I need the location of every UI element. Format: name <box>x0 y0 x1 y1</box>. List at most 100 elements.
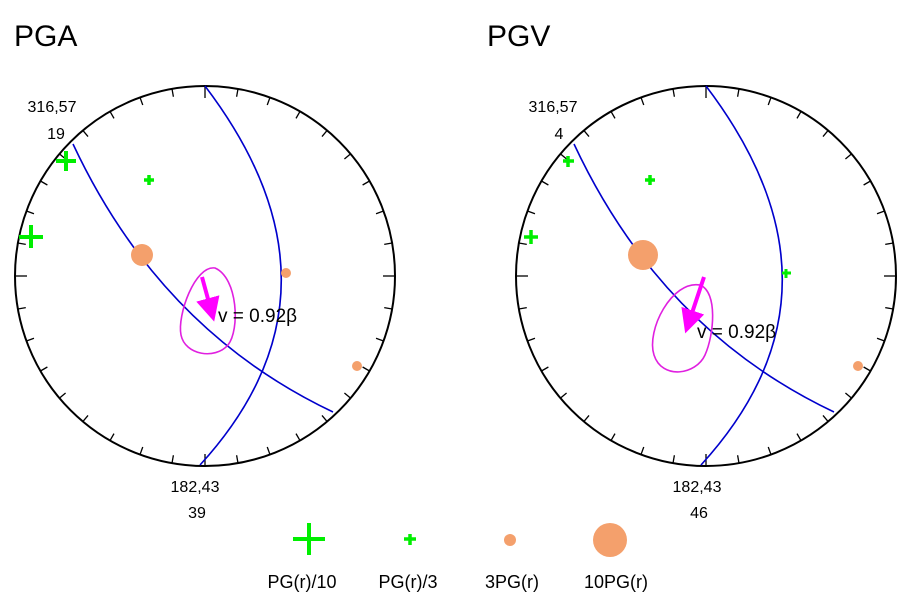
legend-label: PG(r)/3 <box>378 572 437 592</box>
azimuth-tick <box>26 210 35 215</box>
azimuth-tick <box>583 415 590 422</box>
small-circle-symbol <box>504 534 516 546</box>
azimuth-tick <box>527 210 536 215</box>
azimuth-tick <box>610 433 616 441</box>
velocity-label: v = 0.92β <box>218 306 297 327</box>
azimuth-tick <box>266 446 271 455</box>
azimuth-tick <box>527 337 536 342</box>
azimuth-tick <box>796 111 802 119</box>
azimuth-tick <box>560 392 567 399</box>
large-circle-marker <box>628 240 658 270</box>
azimuth-tick <box>26 337 35 342</box>
azimuth-tick <box>583 130 590 137</box>
large-plus-marker <box>56 151 76 171</box>
azimuth-ticks <box>516 86 896 466</box>
nodal-plane-2 <box>700 85 784 466</box>
small-circle-marker <box>281 268 291 278</box>
azimuth-tick <box>59 392 66 399</box>
azimuth-tick <box>736 88 740 97</box>
azimuth-tick <box>796 433 802 441</box>
stereonet-outline <box>14 85 396 467</box>
small-circle-marker <box>352 361 362 371</box>
panel-pgv: PGV <box>487 20 897 522</box>
azimuth-tick <box>344 153 351 160</box>
legend-label: 10PG(r) <box>584 572 648 592</box>
azimuth-tick <box>375 337 384 342</box>
azimuth-tick <box>767 97 772 106</box>
azimuth-ticks <box>15 86 395 466</box>
plane2-label: 182,43 <box>673 479 722 496</box>
small-plus-symbol <box>404 534 416 545</box>
azimuth-tick <box>139 97 144 106</box>
azimuth-tick <box>640 97 645 106</box>
plane2-value: 46 <box>690 505 708 522</box>
azimuth-tick <box>885 242 894 246</box>
nodal-plane-1 <box>72 143 334 413</box>
rupture-direction-arrow <box>196 276 220 322</box>
azimuth-tick <box>518 306 527 310</box>
azimuth-tick <box>40 366 48 372</box>
azimuth-tick <box>541 180 549 186</box>
azimuth-tick <box>235 88 239 97</box>
panel-title: PGA <box>14 20 77 53</box>
azimuth-tick <box>17 242 26 246</box>
azimuth-tick <box>171 88 175 97</box>
azimuth-tick <box>672 88 676 97</box>
large-circle-marker <box>131 244 153 266</box>
azimuth-tick <box>266 97 271 106</box>
azimuth-tick <box>518 242 527 246</box>
large-plus-symbol <box>293 523 325 555</box>
azimuth-tick <box>863 180 871 186</box>
azimuth-tick <box>362 180 370 186</box>
small-plus-marker <box>144 175 154 185</box>
azimuth-tick <box>235 455 239 464</box>
azimuth-tick <box>822 130 829 137</box>
legend-item: 10PG(r) <box>584 523 648 592</box>
panel-title: PGV <box>487 20 550 53</box>
stereonet-outline <box>515 85 897 467</box>
panel-pga: PGA v = 0.92β <box>14 20 396 522</box>
azimuth-tick <box>109 111 115 119</box>
plane1-label: 316,57 <box>529 99 578 116</box>
azimuth-tick <box>344 392 351 399</box>
azimuth-tick <box>876 337 885 342</box>
azimuth-tick <box>845 153 852 160</box>
plane1-value: 19 <box>47 126 65 143</box>
azimuth-tick <box>82 415 89 422</box>
azimuth-tick <box>610 111 616 119</box>
azimuth-tick <box>40 180 48 186</box>
azimuth-tick <box>109 433 115 441</box>
large-circle-symbol <box>593 523 627 557</box>
small-plus-marker <box>645 175 655 185</box>
velocity-label: v = 0.92β <box>697 322 776 343</box>
azimuth-tick <box>139 446 144 455</box>
rupture-velocity-contour <box>651 284 714 373</box>
small-circle-marker <box>853 361 863 371</box>
plane1-value: 4 <box>555 126 564 143</box>
nodal-plane-2 <box>199 85 283 466</box>
azimuth-tick <box>362 366 370 372</box>
azimuth-tick <box>822 415 829 422</box>
azimuth-tick <box>171 455 175 464</box>
small-plus-marker <box>782 269 791 278</box>
legend: PG(r)/10 PG(r)/3 3PG(r) 10PG(r) <box>267 523 648 592</box>
azimuth-tick <box>321 130 328 137</box>
azimuth-tick <box>736 455 740 464</box>
small-plus-marker <box>524 230 538 244</box>
legend-item: PG(r)/3 <box>378 534 438 592</box>
legend-label: 3PG(r) <box>485 572 539 592</box>
rupture-velocity-contour <box>179 267 237 355</box>
azimuth-tick <box>375 210 384 215</box>
stereonet <box>14 85 396 467</box>
nodal-plane-1 <box>573 143 835 413</box>
azimuth-tick <box>384 306 393 310</box>
azimuth-tick <box>560 153 567 160</box>
azimuth-tick <box>82 130 89 137</box>
large-plus-marker <box>19 225 43 248</box>
rupture-direction-arrow <box>681 276 706 334</box>
azimuth-tick <box>541 366 549 372</box>
azimuth-tick <box>885 306 894 310</box>
legend-label: PG(r)/10 <box>267 572 336 592</box>
azimuth-tick <box>321 415 328 422</box>
